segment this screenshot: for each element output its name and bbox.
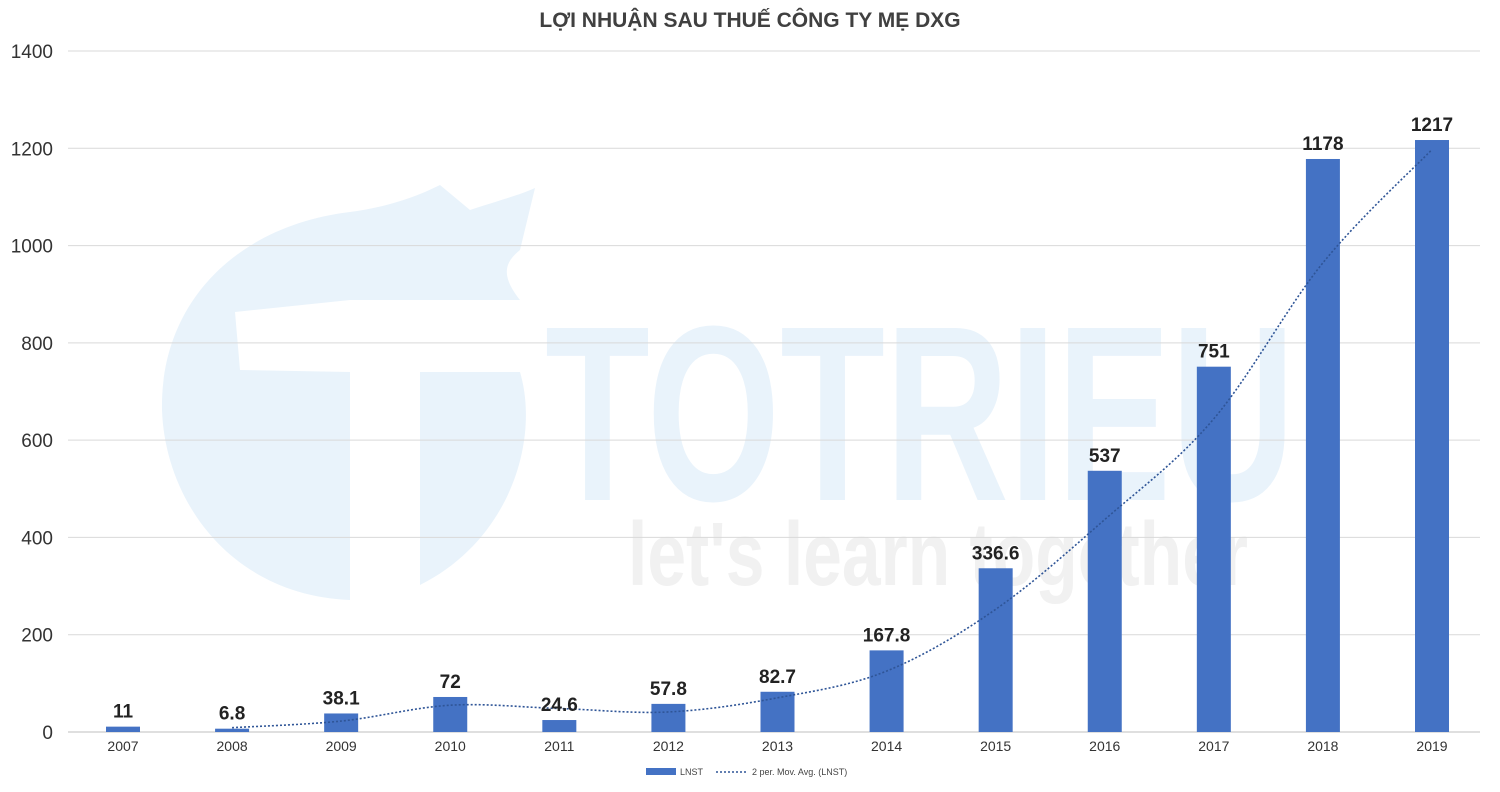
data-label: 57.8 (650, 679, 687, 700)
y-tick-label: 1000 (11, 237, 53, 258)
legend: LNST 2 per. Mov. Avg. (LNST) (646, 767, 847, 777)
data-label: 72 (440, 672, 461, 693)
bar (324, 713, 359, 732)
watermark: TOTRIEU let's learn together (161, 185, 1295, 605)
y-tick-label: 1400 (11, 42, 53, 63)
watermark-logo-icon (161, 185, 535, 600)
trendline (232, 148, 1433, 729)
x-tick-label: 2008 (217, 738, 248, 754)
bar (106, 726, 140, 732)
y-tick-label: 400 (21, 528, 53, 549)
data-label: 24.6 (541, 695, 578, 716)
x-tick-label: 2011 (544, 738, 574, 754)
x-tick-label: 2009 (326, 738, 357, 754)
y-tick-label: 0 (42, 723, 53, 744)
bar (869, 650, 904, 732)
data-label: 6.8 (219, 704, 245, 725)
moving-average-line (232, 148, 1433, 729)
bar (1087, 470, 1122, 732)
x-tick-label: 2017 (1198, 738, 1229, 754)
data-label: 1217 (1411, 115, 1453, 136)
watermark-brand: TOTRIEU (545, 274, 1295, 553)
chart-title: LỢI NHUẬN SAU THUẾ CÔNG TY MẸ DXG (539, 8, 960, 32)
x-tick-label: 2014 (871, 738, 902, 754)
legend-label-bar: LNST (680, 767, 704, 777)
y-axis: 0 200 400 600 800 1000 1200 1400 (11, 42, 53, 744)
y-tick-label: 1200 (11, 139, 53, 160)
bar (433, 696, 468, 732)
data-label: 82.7 (759, 667, 796, 688)
data-label: 167.8 (863, 625, 911, 646)
x-tick-label: 2007 (107, 738, 138, 754)
data-label: 751 (1198, 342, 1230, 363)
legend-label-trendline: 2 per. Mov. Avg. (LNST) (752, 767, 847, 777)
x-tick-label: 2013 (762, 738, 793, 754)
x-tick-label: 2018 (1307, 738, 1338, 754)
bar (1415, 140, 1449, 733)
bar (542, 720, 577, 732)
x-tick-label: 2019 (1416, 738, 1447, 754)
y-tick-label: 600 (21, 431, 53, 452)
bar (1305, 158, 1340, 733)
y-tick-label: 800 (21, 334, 53, 355)
data-label: 537 (1089, 446, 1121, 467)
x-tick-label: 2016 (1089, 738, 1120, 754)
x-tick-label: 2012 (653, 738, 684, 754)
watermark-tagline: let's learn together (628, 505, 1248, 605)
bar (760, 691, 795, 732)
legend-swatch-bar (646, 768, 676, 775)
y-tick-label: 200 (21, 626, 53, 647)
data-label: 11 (113, 702, 134, 723)
x-tick-label: 2010 (435, 738, 466, 754)
data-labels: 11 6.8 38.1 72 24.6 57.8 82.7 167.8 336.6 537 751 1… (113, 115, 1453, 725)
bar (651, 703, 686, 732)
bar (978, 568, 1013, 732)
bar (215, 728, 250, 732)
data-label: 336.6 (972, 543, 1020, 564)
data-label: 38.1 (323, 688, 360, 709)
x-axis: 2007 2008 2009 2010 2011 2012 2013 2014 2015 2016… (107, 738, 1447, 754)
data-label: 1178 (1302, 134, 1343, 155)
bar-series (106, 140, 1449, 733)
bar (1196, 366, 1231, 732)
x-tick-label: 2015 (980, 738, 1011, 754)
